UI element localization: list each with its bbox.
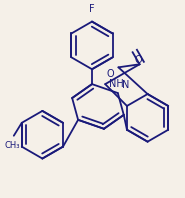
Text: CH₃: CH₃ <box>4 141 20 150</box>
Text: O: O <box>107 69 115 79</box>
Text: O: O <box>135 55 142 65</box>
Text: F: F <box>89 4 95 14</box>
Text: NH: NH <box>109 79 124 89</box>
Text: N: N <box>122 80 129 90</box>
